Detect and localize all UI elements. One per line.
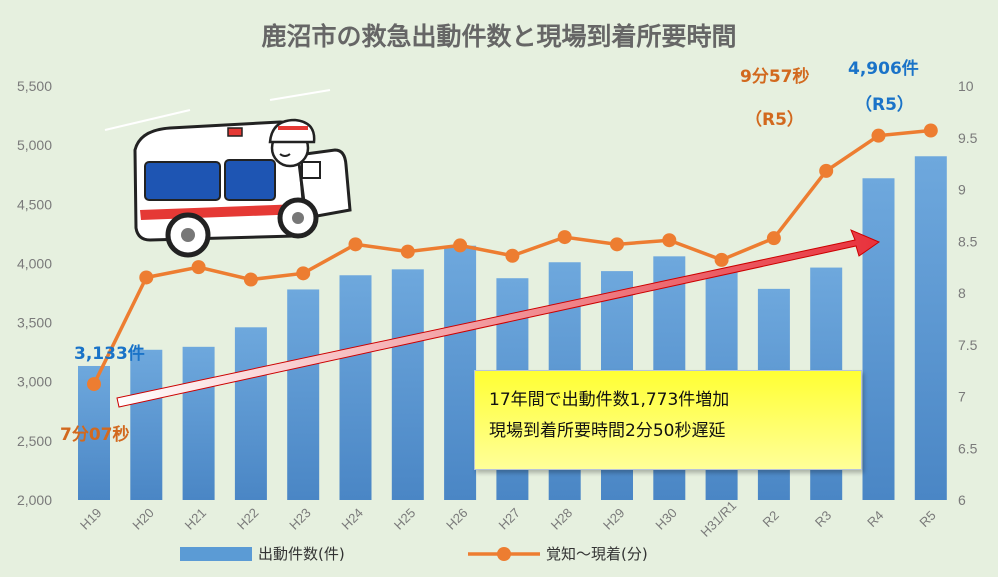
- point-H25: [400, 244, 415, 259]
- point-H29: [610, 237, 624, 252]
- x-tick-label: H31/R1: [698, 498, 740, 540]
- point-H28: [557, 230, 572, 245]
- x-tick-label: R5: [916, 508, 938, 530]
- x-tick-label: H27: [495, 505, 522, 532]
- left-tick-label: 5,000: [17, 137, 52, 153]
- x-tick-label: H19: [77, 505, 104, 532]
- bar-H21: [182, 346, 215, 500]
- right-axis-ticks: 6 6.5 7 7.5 8 8.5 9 9.5 10: [958, 78, 978, 508]
- end-count-sub-label: （R5）: [855, 94, 914, 115]
- x-tick-label: R2: [760, 508, 782, 530]
- point-H23: [296, 266, 311, 281]
- point-H31/R1: [714, 252, 729, 267]
- right-tick-label: 10: [958, 78, 974, 94]
- legend-bar-swatch: [180, 547, 252, 561]
- left-tick-label: 2,000: [17, 492, 52, 508]
- bar-H25: [391, 269, 424, 500]
- bar-R4: [862, 178, 895, 500]
- right-tick-label: 8.5: [958, 233, 978, 249]
- summary-callout: 17年間で出動件数1,773件増加 現場到着所要時間2分50秒遅延: [474, 370, 862, 470]
- end-time-sub-label: （R5）: [745, 109, 804, 130]
- point-H21: [191, 260, 206, 275]
- bar-H20: [130, 349, 163, 500]
- x-tick-label: H21: [182, 505, 209, 532]
- legend-line-marker: [497, 547, 511, 561]
- point-R5: [923, 123, 938, 138]
- line-points: [87, 123, 938, 392]
- point-H22: [243, 272, 258, 287]
- start-time-label: 7分07秒: [60, 424, 130, 445]
- end-time-label: 9分57秒: [740, 66, 810, 87]
- x-tick-label: H22: [234, 505, 261, 532]
- bar-H26: [444, 245, 477, 500]
- bar-H22: [234, 327, 267, 500]
- left-tick-label: 4,500: [17, 196, 52, 212]
- right-tick-label: 7: [958, 389, 966, 405]
- right-tick-label: 8: [958, 285, 966, 301]
- left-axis-ticks: 2,000 2,500 3,000 3,500 4,000 4,500 5,000 5,500: [17, 78, 52, 508]
- start-count-label: 3,133件: [74, 343, 145, 364]
- x-tick-label: H24: [339, 505, 366, 532]
- end-count-label: 4,906件: [848, 58, 919, 79]
- x-tick-label: H28: [548, 505, 575, 532]
- x-tick-label: H25: [391, 505, 418, 532]
- right-tick-label: 6: [958, 492, 966, 508]
- right-tick-label: 9.5: [958, 130, 978, 146]
- left-tick-label: 4,000: [17, 255, 52, 271]
- x-tick-label: H30: [652, 505, 679, 532]
- left-tick-label: 5,500: [17, 78, 52, 94]
- right-tick-label: 6.5: [958, 440, 978, 456]
- point-H24: [348, 237, 363, 252]
- point-H19: [87, 377, 101, 392]
- left-tick-label: 2,500: [17, 433, 52, 449]
- point-R2: [766, 231, 781, 246]
- left-tick-label: 3,000: [17, 374, 52, 390]
- x-tick-label: H23: [286, 505, 313, 532]
- bar-R5: [914, 156, 947, 500]
- ambulance-icon: [104, 89, 352, 258]
- right-tick-label: 7.5: [958, 337, 978, 353]
- right-tick-label: 9: [958, 182, 966, 198]
- point-R3: [819, 163, 834, 178]
- trend-arrow: [116, 229, 881, 408]
- point-H27: [505, 248, 520, 263]
- x-tick-label: H26: [443, 505, 470, 532]
- x-tick-label: R4: [864, 508, 886, 530]
- bar-H24: [339, 275, 372, 500]
- bar-H23: [287, 289, 320, 500]
- point-H20: [139, 270, 154, 285]
- legend-bar-label: 出動件数(件): [258, 545, 345, 563]
- callout-line-1: 17年間で出動件数1,773件増加: [489, 390, 730, 410]
- chart-title: 鹿沼市の救急出動件数と現場到着所要時間: [261, 22, 736, 51]
- left-tick-label: 3,500: [17, 315, 52, 331]
- point-R4: [871, 128, 886, 143]
- point-H26: [453, 238, 468, 253]
- x-tick-label: R3: [812, 508, 834, 530]
- point-H30: [662, 233, 677, 248]
- x-tick-label: H20: [129, 505, 156, 532]
- callout-line-2: 現場到着所要時間2分50秒遅延: [489, 421, 726, 441]
- x-axis-ticks: H19 H20 H21 H22 H23 H24 H25 H26 H27 H28 H29 H30 H31/…: [77, 498, 939, 540]
- x-tick-label: H29: [600, 505, 627, 532]
- legend-line-label: 覚知～現着(分): [546, 545, 648, 563]
